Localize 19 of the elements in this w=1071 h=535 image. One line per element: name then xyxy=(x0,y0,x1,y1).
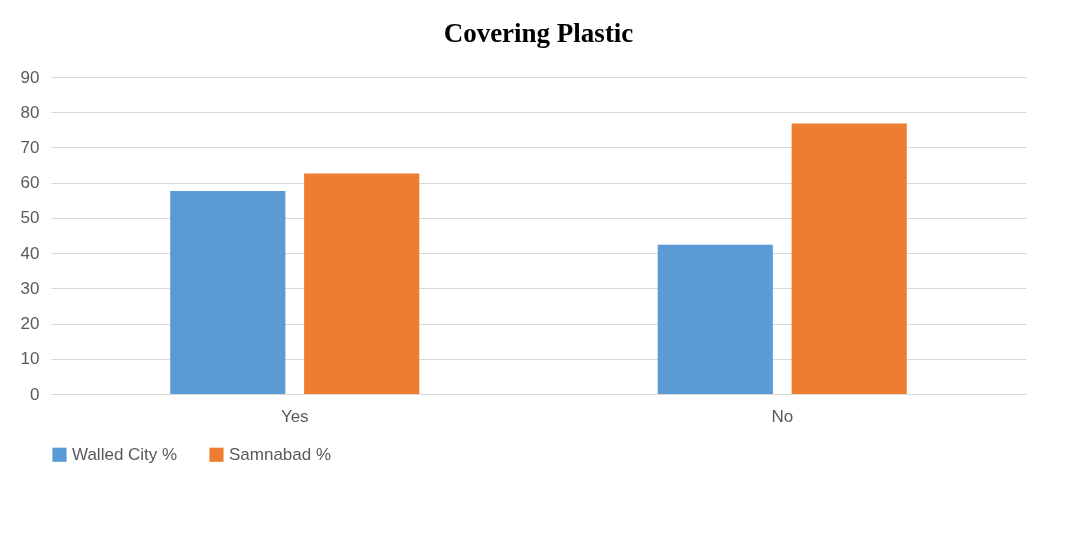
y-tick-label: 70 xyxy=(20,137,40,157)
y-tick-label: 10 xyxy=(20,349,40,369)
y-tick-label: 30 xyxy=(20,278,40,298)
y-tick-label: 0 xyxy=(30,384,40,404)
x-tick-label: Yes xyxy=(280,406,309,426)
x-tick-label: No xyxy=(771,406,794,426)
y-tick-label: 40 xyxy=(20,243,40,263)
y-tick-label: 90 xyxy=(20,67,40,87)
y-tick-label: 20 xyxy=(20,314,40,334)
chart-title: Covering Plastic xyxy=(443,18,634,48)
legend-label: Walled City % xyxy=(72,444,178,464)
y-tick-label: 80 xyxy=(20,102,40,122)
bar xyxy=(304,173,420,394)
bar xyxy=(170,191,286,394)
y-tick-label: 60 xyxy=(20,173,40,193)
bar xyxy=(657,244,773,394)
y-tick-label: 50 xyxy=(20,208,40,228)
bar xyxy=(791,123,907,394)
legend-label: Samnabad % xyxy=(229,444,332,464)
